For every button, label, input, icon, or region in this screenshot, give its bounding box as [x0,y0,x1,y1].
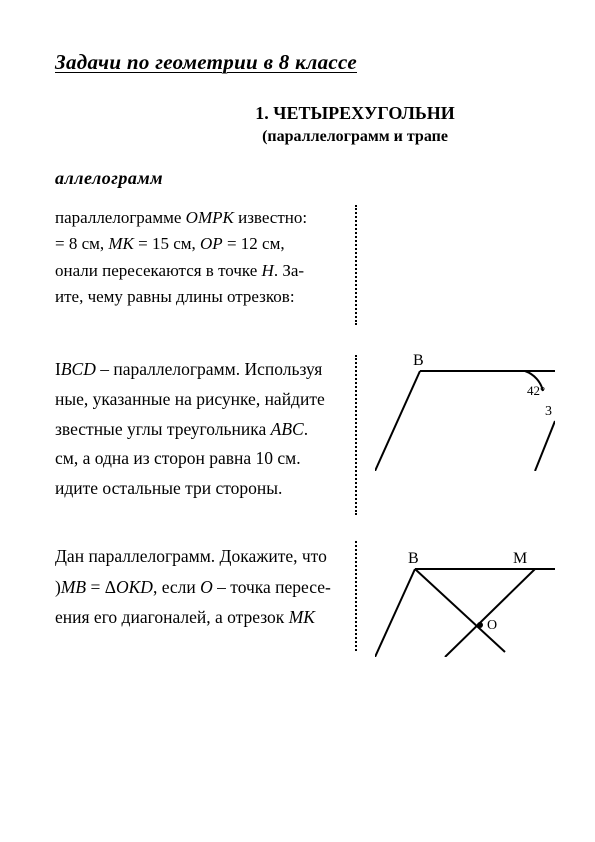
section-subheading: (параллелограмм и трапе [155,128,555,146]
fig2-label-3: 3 [545,404,552,419]
p2-i2: ABC [271,419,304,439]
divider-1 [355,205,357,325]
fig3-label-o: O [487,618,497,633]
p2-l3b: . [304,419,308,439]
p3-l3a: ения его диагоналей, а отрезок [55,607,289,627]
fig2-label-b: B [413,352,424,369]
divider-3 [355,541,357,651]
p2-l4: см, а одна из сторон равна 10 см. [55,444,345,474]
p1-l2b: = 15 см, [134,234,200,253]
p3-l2a: = Δ [86,577,116,597]
problem-2-text: IBCD – параллелограмм. Используя ные, ук… [55,355,345,504]
p1-l4: ите, чему равны длины отрезков: [55,284,345,310]
p3-i2: OKD [116,577,153,597]
p1-l1a: параллелограмме [55,208,186,227]
divider-2 [355,355,357,515]
fig3-label-m: M [513,550,527,567]
p2-l2: ные, указанные на рисунке, найдите [55,385,345,415]
p2-i1: BCD [61,359,96,379]
p2-l3a: звестные углы треугольника [55,419,271,439]
p3-i3: O [200,577,213,597]
problem-3: Дан параллелограмм. Докажите, что )MB = … [55,541,555,651]
p1-l1b: известно: [234,208,307,227]
page-title: Задачи по геометрии в 8 классе [55,50,555,75]
p1-i4: H [262,261,274,280]
subsection-heading: аллелограмм [55,168,555,189]
p1-l3a: онали пересекаются в точке [55,261,262,280]
p1-l2c: = 12 см, [223,234,285,253]
p3-l2c: – точка пересе- [213,577,331,597]
p1-i1: OMPK [186,208,234,227]
problem-3-text: Дан параллелограмм. Докажите, что )MB = … [55,541,345,633]
p3-l2b: , если [153,577,200,597]
p1-l3b: . За- [274,261,304,280]
p1-i2: MK [108,234,134,253]
p3-i4: MK [289,607,315,627]
problem-1: параллелограмме OMPK известно: = 8 см, M… [55,205,555,325]
p3-i1: MB [61,577,86,597]
problem-2: IBCD – параллелограмм. Используя ные, ук… [55,355,555,515]
figure-2: B 42° 3 [375,351,555,471]
figure-3: B M O [375,547,555,657]
p2-l5: идите остальные три стороны. [55,474,345,504]
p1-l2a: = 8 см, [55,234,108,253]
fig3-label-b: B [408,550,419,567]
p2-l1: – параллелограмм. Используя [96,359,323,379]
p1-i3: OP [200,234,223,253]
p3-l1: Дан параллелограмм. Докажите, что [55,541,345,572]
section-heading: 1. ЧЕТЫРЕХУГОЛЬНИ [155,103,555,124]
problem-1-text: параллелограмме OMPK известно: = 8 см, M… [55,205,345,310]
fig2-angle: 42° [527,383,545,398]
